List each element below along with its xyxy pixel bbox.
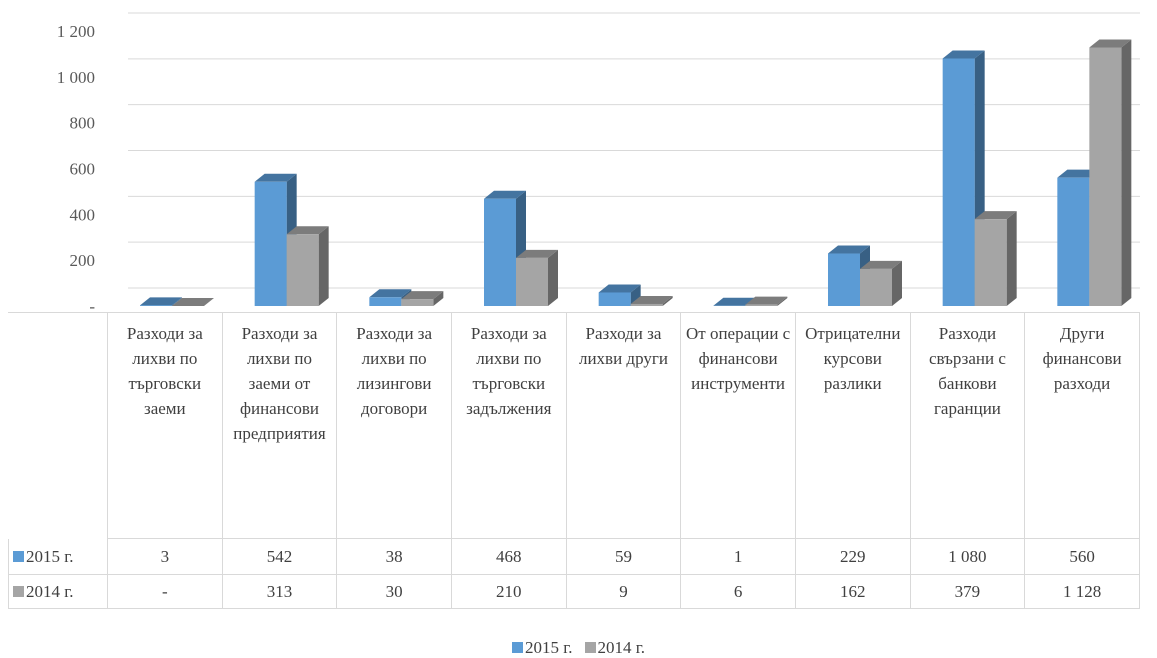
bar-side	[1007, 211, 1017, 306]
category-label: Други финансови разходи	[1025, 313, 1140, 539]
legend-key	[13, 551, 24, 562]
category-label: Разходи за лихви по заеми от финансови п…	[223, 313, 338, 539]
legend-key	[585, 642, 596, 653]
category-label: Разходи за лихви по лизингови договори	[337, 313, 452, 539]
legend-item: 2014 г.	[585, 638, 646, 657]
table-value: 560	[1025, 539, 1140, 575]
table-value: 542	[223, 539, 338, 575]
bar-front	[140, 305, 172, 306]
table-corner	[8, 313, 108, 539]
bar	[860, 261, 902, 306]
bar-side	[319, 226, 329, 306]
y-tick-label: 200	[70, 251, 96, 270]
bar-front	[631, 304, 663, 306]
y-tick-label: 800	[70, 114, 96, 133]
bar-front	[484, 199, 516, 306]
table-value: 38	[337, 539, 452, 575]
bar	[287, 226, 329, 306]
bar-front	[828, 254, 860, 306]
bar-front	[255, 182, 287, 306]
table-value: 59	[567, 539, 682, 575]
table-value: 1 128	[1025, 575, 1140, 609]
y-tick-label: 600	[70, 160, 96, 179]
bar-front	[943, 59, 975, 307]
table-value: 468	[452, 539, 567, 575]
bar-front	[1089, 48, 1121, 307]
bar-front	[369, 297, 401, 306]
bar-front	[860, 269, 892, 306]
table-value: 379	[911, 575, 1026, 609]
series-name: 2014 г.	[26, 582, 74, 602]
category-label: Разходи свързани с банкови гаранции	[911, 313, 1026, 539]
table-value: 30	[337, 575, 452, 609]
y-tick-label: 1 000	[57, 68, 95, 87]
category-label: От операции с финансови инструменти	[681, 313, 796, 539]
table-value: 1 080	[911, 539, 1026, 575]
series-name: 2015 г.	[26, 547, 74, 567]
table-value: 9	[567, 575, 682, 609]
legend-key	[512, 642, 523, 653]
table-value: 210	[452, 575, 567, 609]
legend-item: 2015 г.	[512, 638, 573, 657]
legend: 2015 г. 2014 г.	[0, 638, 1157, 658]
y-tick-label: 1 200	[57, 22, 95, 41]
bar	[1089, 40, 1131, 307]
table-value: 1	[681, 539, 796, 575]
y-tick-label: 400	[70, 205, 96, 224]
table-value: 162	[796, 575, 911, 609]
legend-label: 2015 г.	[525, 638, 573, 657]
bar-front	[401, 299, 433, 306]
bar-front	[516, 258, 548, 306]
table-value: -	[108, 575, 223, 609]
series-header: 2014 г.	[8, 575, 108, 609]
table-value: 3	[108, 539, 223, 575]
legend-label: 2014 г.	[598, 638, 646, 657]
category-label: Разходи за лихви по търговски заеми	[108, 313, 223, 539]
category-label: Разходи за лихви по търговски задължения	[452, 313, 567, 539]
bar-side	[548, 250, 558, 306]
legend-key	[13, 586, 24, 597]
category-label: Разходи за лихви други	[567, 313, 682, 539]
bar	[516, 250, 558, 306]
bar-front	[287, 234, 319, 306]
category-label: Отрицателни курсови разлики	[796, 313, 911, 539]
bar-front	[1057, 178, 1089, 306]
bar-front	[745, 305, 777, 306]
series-header: 2015 г.	[8, 539, 108, 575]
bar-front	[975, 219, 1007, 306]
bar-side	[1121, 40, 1131, 307]
bar-front	[599, 292, 631, 306]
table-value: 6	[681, 575, 796, 609]
table-value: 229	[796, 539, 911, 575]
bar	[975, 211, 1017, 306]
table-value: 313	[223, 575, 338, 609]
